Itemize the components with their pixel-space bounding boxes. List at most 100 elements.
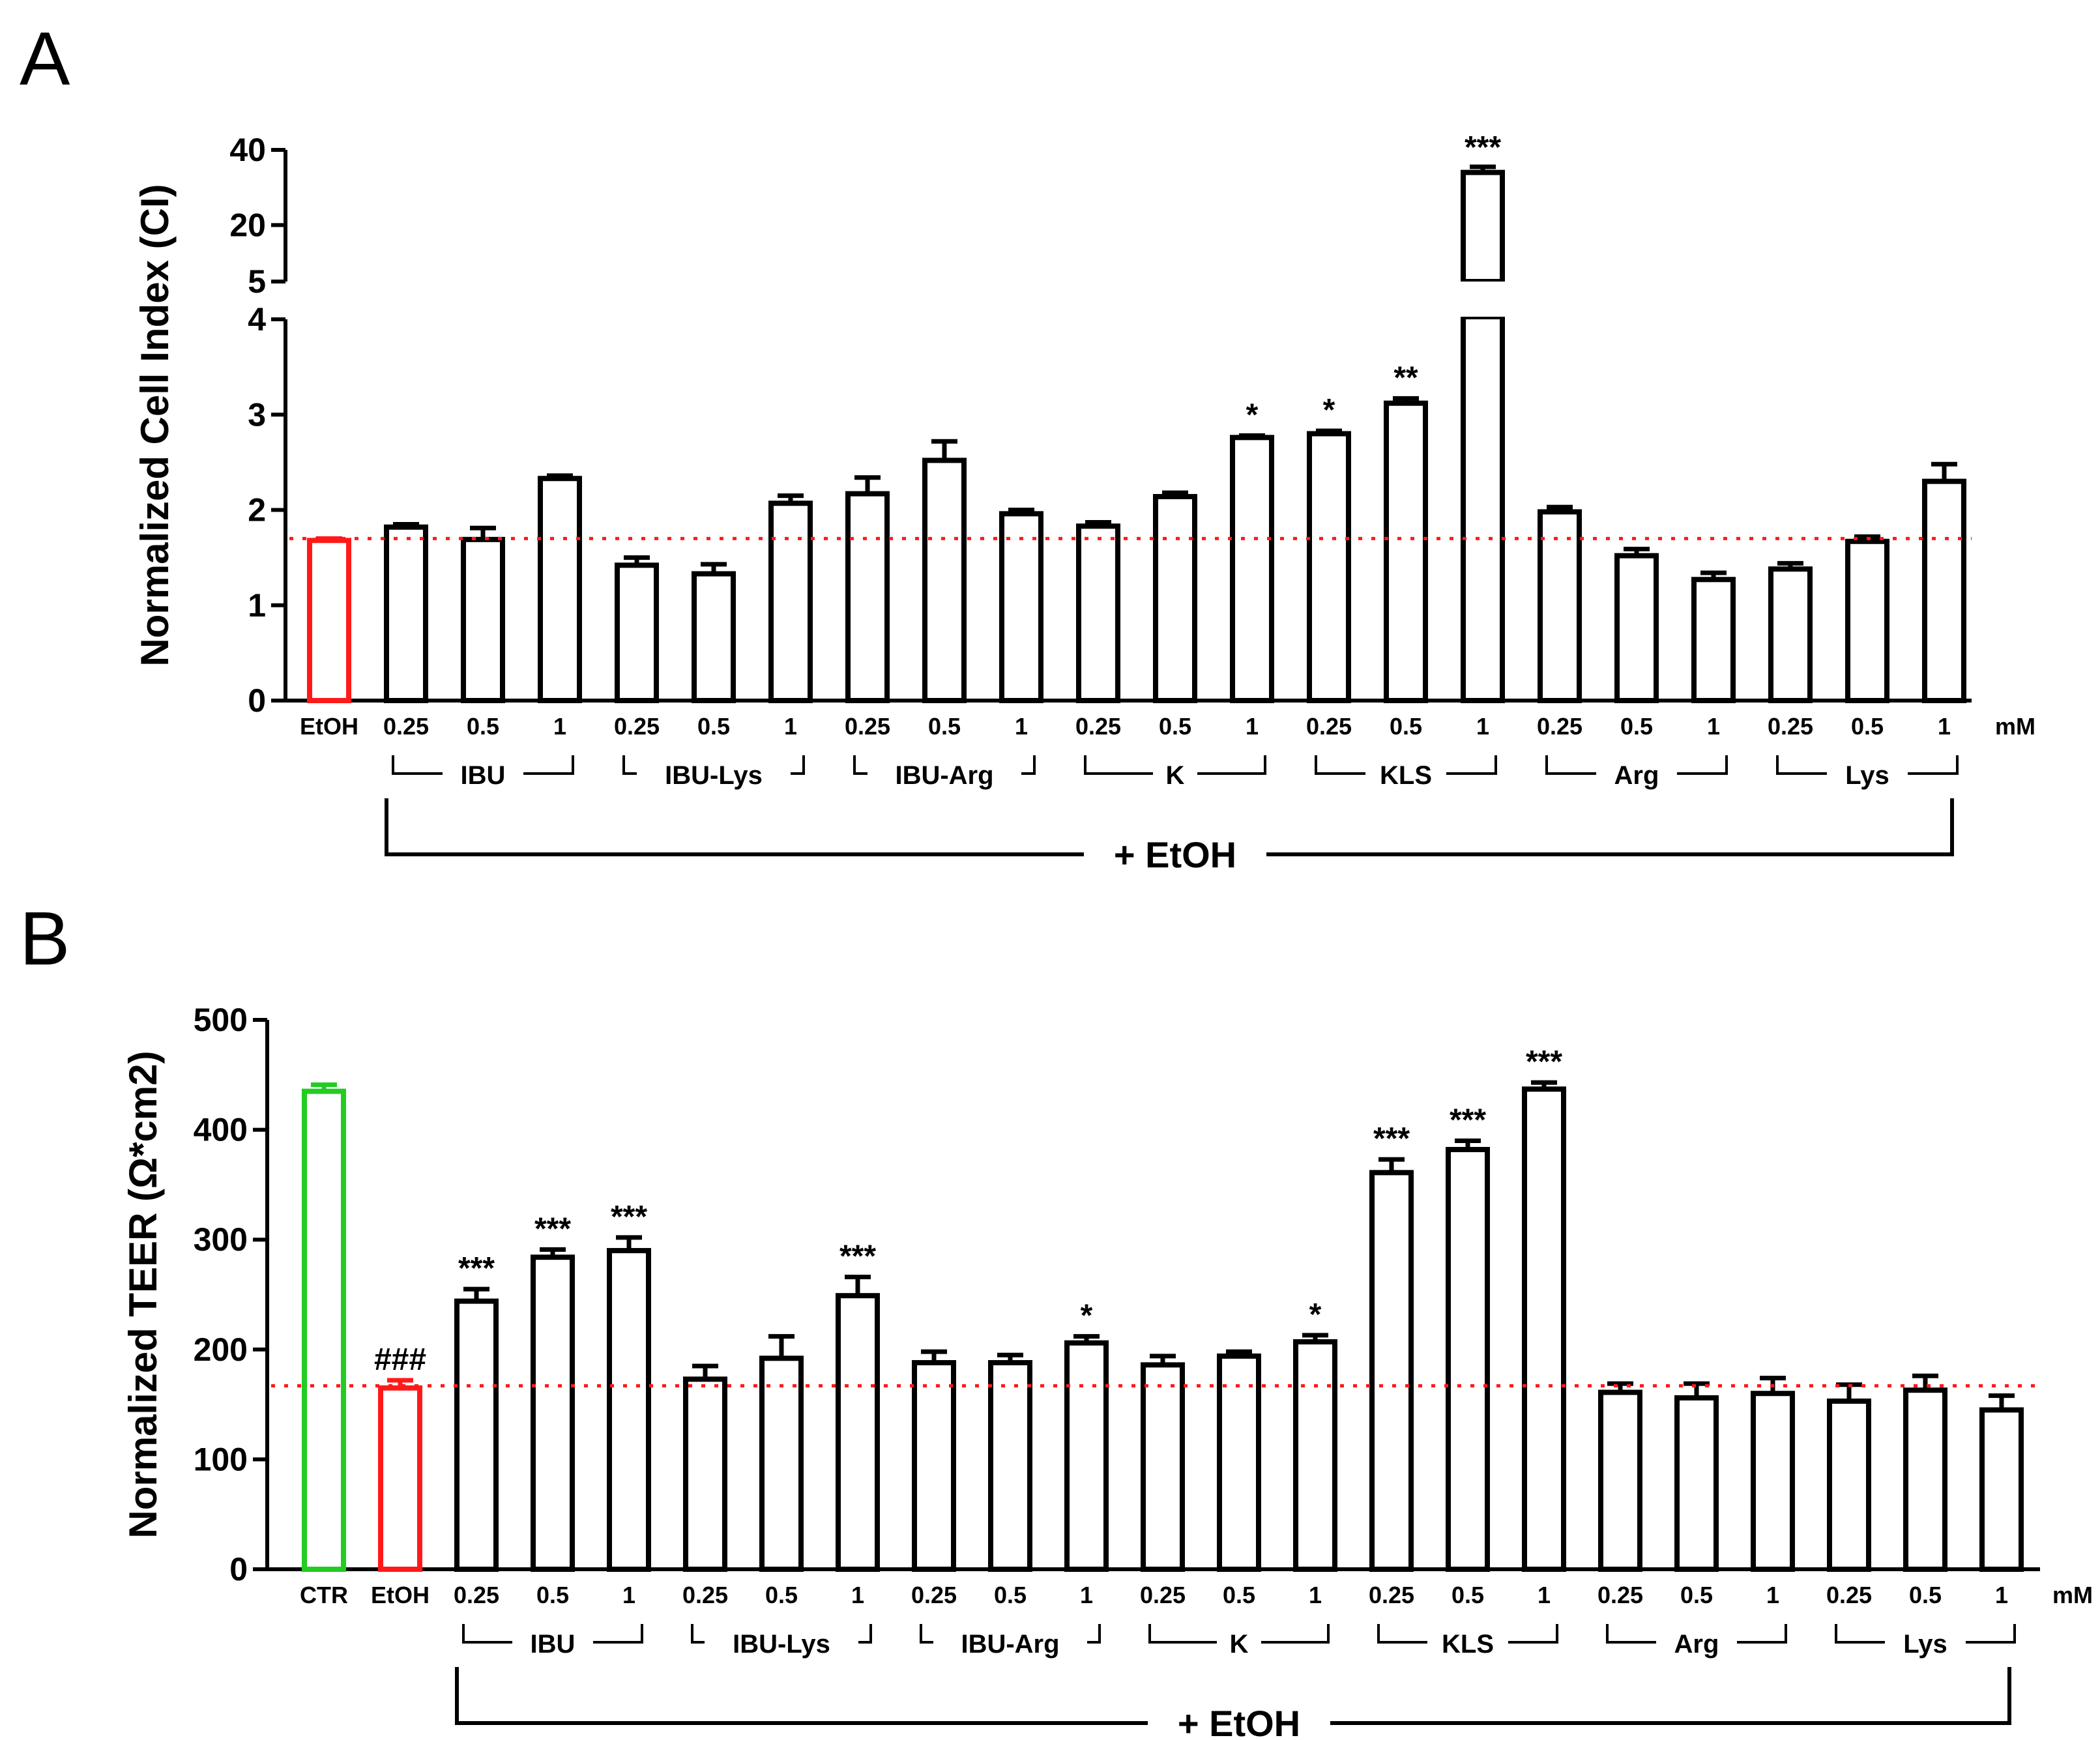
bar-kls-0.5-significance: ** xyxy=(1393,360,1418,395)
bar-ibu-lys-0.5-category-label: 0.5 xyxy=(697,713,730,740)
control-etoh-significance: ### xyxy=(374,1342,426,1377)
etoh-bracket-left xyxy=(385,798,1084,856)
bar-ibu-lys-0.25-bar xyxy=(683,1376,727,1573)
bar-ibu-arg-1-category-label: 1 xyxy=(1015,713,1028,740)
group-label-ibu-lys: IBU-Lys xyxy=(665,761,763,790)
bar-arg-1-bar xyxy=(1751,1391,1795,1572)
bar-ibu-0.25-bar xyxy=(384,524,428,703)
bar-ibu-lys-1-bar xyxy=(768,500,813,703)
bar-k-1-significance: * xyxy=(1309,1298,1322,1332)
y-tick-label: 4 xyxy=(248,301,266,338)
group-bracket-left xyxy=(1148,1624,1217,1644)
bar-lys-0.25-category-label: 0.25 xyxy=(1768,713,1813,740)
bar-lys-0.5-bar xyxy=(1903,1387,1947,1572)
group-bracket-left xyxy=(622,755,637,775)
y-tick-label-upper: 5 xyxy=(248,263,266,300)
bar-lys-0.5-category-label: 0.5 xyxy=(1851,713,1884,740)
y-tick-label: 300 xyxy=(194,1221,248,1258)
bar-kls-1-significance: *** xyxy=(1465,130,1501,165)
bar-ibu-arg-0.5-category-label: 0.5 xyxy=(928,713,961,740)
bar-kls-0.5-bar xyxy=(1446,1146,1490,1572)
bar-ibu-lys-0.5-category-label: 0.5 xyxy=(765,1582,798,1608)
bar-ibu-0.5-category-label: 0.5 xyxy=(467,713,499,740)
control-ctr-category-label: CTR xyxy=(300,1582,348,1608)
bar-kls-0.5-significance: *** xyxy=(1450,1103,1486,1137)
etoh-bracket-right xyxy=(1266,798,1954,856)
bar-ibu-0.5-bar xyxy=(531,1254,575,1573)
y-tick-label: 1 xyxy=(248,587,266,624)
bar-arg-0.5-bar xyxy=(1674,1395,1719,1572)
bar-ibu-0.25-category-label: 0.25 xyxy=(454,1582,499,1608)
bar-ibu-0.25-bar xyxy=(454,1298,499,1572)
etoh-combined-label: + EtOH xyxy=(1114,834,1236,875)
bar-lys-1-category-label: 1 xyxy=(1995,1582,2008,1608)
y-tick-label: 100 xyxy=(194,1441,248,1477)
unit-label: mM xyxy=(2052,1582,2093,1608)
group-bracket-right xyxy=(523,755,574,775)
group-bracket-left xyxy=(1377,1624,1427,1644)
bar-kls-1-bar xyxy=(1522,1086,1566,1572)
group-label-ibu: IBU xyxy=(461,761,506,790)
bar-kls-1-significance: *** xyxy=(1526,1045,1562,1079)
bar-ibu-lys-1-significance: *** xyxy=(839,1240,876,1274)
panel-letter: A xyxy=(20,16,70,101)
bar-lys-0.25-bar xyxy=(1827,1399,1871,1572)
group-bracket-left xyxy=(1835,1624,1885,1644)
bar-ibu-arg-1-significance: * xyxy=(1081,1299,1093,1333)
bar-k-0.25-category-label: 0.25 xyxy=(1140,1582,1186,1608)
bar-ibu-arg-0.25-category-label: 0.25 xyxy=(911,1582,957,1608)
bar-lys-1-category-label: 1 xyxy=(1938,713,1951,740)
y-tick-label: 3 xyxy=(248,396,266,433)
bar-ibu-arg-1-bar xyxy=(999,511,1043,703)
bar-ibu-lys-0.25-bar xyxy=(615,562,659,704)
group-label-ibu: IBU xyxy=(531,1630,576,1659)
bar-ibu-0.5-category-label: 0.5 xyxy=(536,1582,569,1608)
bar-arg-1-category-label: 1 xyxy=(1707,713,1720,740)
bar-lys-0.5-bar xyxy=(1845,538,1889,704)
bar-kls-0.5-bar xyxy=(1384,400,1428,703)
group-label-k: K xyxy=(1166,761,1185,790)
bar-ibu-lys-1-category-label: 1 xyxy=(784,713,797,740)
bar-k-1-category-label: 1 xyxy=(1309,1582,1322,1608)
y-axis-title: Normalized TEER (Ω*cm2) xyxy=(121,1051,165,1538)
bar-ibu-arg-0.25-category-label: 0.25 xyxy=(845,713,890,740)
control-etoh-category-label: EtOH xyxy=(300,713,358,740)
group-bracket-right xyxy=(593,1624,643,1644)
bar-ibu-0.25-category-label: 0.25 xyxy=(383,713,429,740)
y-tick-label: 0 xyxy=(229,1551,248,1588)
y-tick-label: 200 xyxy=(194,1331,248,1368)
bar-kls-0.25-category-label: 0.25 xyxy=(1369,1582,1414,1608)
bar-k-0.25-category-label: 0.25 xyxy=(1075,713,1121,740)
bar-ibu-0.25-significance: *** xyxy=(458,1251,495,1286)
bar-ibu-arg-1-bar xyxy=(1064,1340,1109,1573)
bar-ibu-1-significance: *** xyxy=(611,1200,647,1234)
bar-arg-0.5-bar xyxy=(1614,553,1659,704)
bar-lys-0.25-category-label: 0.25 xyxy=(1826,1582,1872,1608)
y-tick-label: 500 xyxy=(194,1002,248,1038)
group-bracket-left xyxy=(392,755,443,775)
bar-ibu-lys-0.25-category-label: 0.25 xyxy=(682,1582,728,1608)
y-tick-label: 0 xyxy=(248,682,266,719)
group-bracket-right xyxy=(1908,755,1959,775)
bar-k-0.5-category-label: 0.5 xyxy=(1159,713,1191,740)
group-bracket-left xyxy=(1776,755,1827,775)
bar-ibu-lys-0.5-bar xyxy=(692,571,736,703)
group-bracket-right xyxy=(1021,755,1036,775)
bar-ibu-lys-1-bar xyxy=(836,1293,880,1573)
bar-arg-0.25-bar xyxy=(1538,509,1582,703)
bar-kls-1-bar-upper xyxy=(1461,169,1505,284)
group-bracket-right xyxy=(858,1624,872,1644)
bar-lys-1-bar xyxy=(1979,1407,2024,1573)
bar-arg-0.5-category-label: 0.5 xyxy=(1680,1582,1713,1608)
bar-k-1-category-label: 1 xyxy=(1246,713,1259,740)
group-bracket-right xyxy=(1508,1624,1558,1644)
group-label-ibu-lys: IBU-Lys xyxy=(733,1630,830,1659)
bar-k-1-bar xyxy=(1230,435,1274,703)
group-bracket-right xyxy=(1737,1624,1787,1644)
bar-kls-0.25-bar xyxy=(1369,1170,1414,1572)
etoh-bracket-left xyxy=(455,1667,1148,1725)
bar-ibu-0.5-significance: *** xyxy=(534,1211,571,1246)
bar-ibu-lys-0.5-bar xyxy=(759,1356,804,1573)
y-tick-label-upper: 40 xyxy=(229,132,266,168)
